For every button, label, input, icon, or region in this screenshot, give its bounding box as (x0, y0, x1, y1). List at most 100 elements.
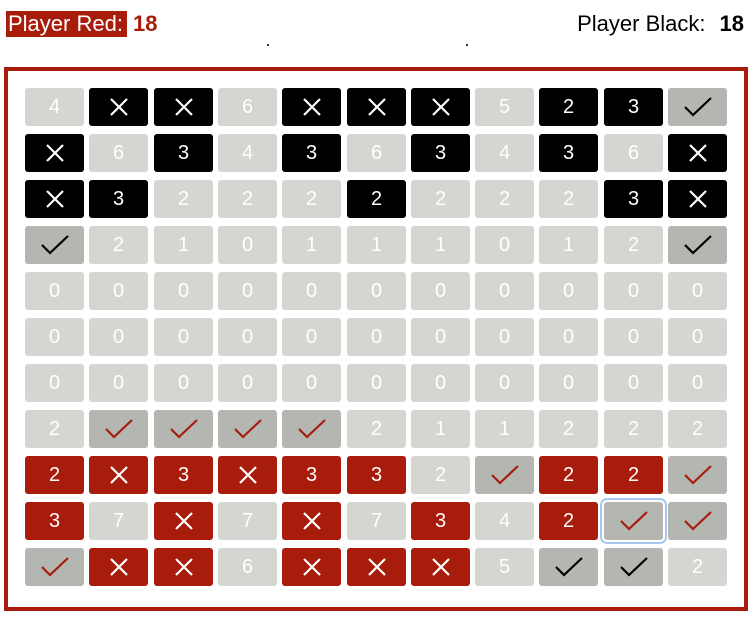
board-cell-r5-c5[interactable]: 0 (347, 318, 406, 356)
board-cell-r2-c8[interactable]: 2 (539, 180, 598, 218)
board-cell-r8-c3[interactable] (218, 456, 277, 494)
board-cell-r3-c2[interactable]: 1 (154, 226, 213, 264)
board-cell-r3-c5[interactable]: 1 (347, 226, 406, 264)
board-cell-r10-c1[interactable] (89, 548, 148, 586)
board-cell-r10-c9[interactable] (604, 548, 663, 586)
board-cell-r6-c4[interactable]: 0 (282, 364, 341, 402)
board-cell-r5-c10[interactable]: 0 (668, 318, 727, 356)
board-cell-r9-c8[interactable]: 2 (539, 502, 598, 540)
board-cell-r1-c5[interactable]: 6 (347, 134, 406, 172)
board-cell-r5-c9[interactable]: 0 (604, 318, 663, 356)
board-cell-r7-c7[interactable]: 1 (475, 410, 534, 448)
board-cell-r3-c4[interactable]: 1 (282, 226, 341, 264)
board-cell-r2-c10[interactable] (668, 180, 727, 218)
board-cell-r2-c9[interactable]: 3 (604, 180, 663, 218)
board-cell-r3-c6[interactable]: 1 (411, 226, 470, 264)
board-cell-r0-c3[interactable]: 6 (218, 88, 277, 126)
board-cell-r5-c4[interactable]: 0 (282, 318, 341, 356)
board-cell-r3-c0[interactable] (25, 226, 84, 264)
board-cell-r1-c8[interactable]: 3 (539, 134, 598, 172)
board-cell-r1-c3[interactable]: 4 (218, 134, 277, 172)
board-cell-r2-c0[interactable] (25, 180, 84, 218)
board-cell-r9-c9[interactable] (600, 498, 667, 544)
board-cell-r8-c6[interactable]: 2 (411, 456, 470, 494)
board-cell-r0-c9[interactable]: 3 (604, 88, 663, 126)
board-cell-r10-c8[interactable] (539, 548, 598, 586)
board-cell-r9-c10[interactable] (668, 502, 727, 540)
board-cell-r7-c3[interactable] (218, 410, 277, 448)
board-cell-r4-c3[interactable]: 0 (218, 272, 277, 310)
board-cell-r9-c5[interactable]: 7 (347, 502, 406, 540)
board-cell-r3-c1[interactable]: 2 (89, 226, 148, 264)
board-cell-r1-c4[interactable]: 3 (282, 134, 341, 172)
board-cell-r6-c8[interactable]: 0 (539, 364, 598, 402)
board-cell-r7-c4[interactable] (282, 410, 341, 448)
board-cell-r3-c10[interactable] (668, 226, 727, 264)
board-cell-r8-c7[interactable] (475, 456, 534, 494)
board-cell-r10-c0[interactable] (25, 548, 84, 586)
board-cell-r3-c9[interactable]: 2 (604, 226, 663, 264)
board-cell-r1-c1[interactable]: 6 (89, 134, 148, 172)
board-cell-r4-c2[interactable]: 0 (154, 272, 213, 310)
board-cell-r8-c2[interactable]: 3 (154, 456, 213, 494)
board-cell-r6-c7[interactable]: 0 (475, 364, 534, 402)
board-cell-r8-c0[interactable]: 2 (25, 456, 84, 494)
board-cell-r5-c8[interactable]: 0 (539, 318, 598, 356)
board-cell-r2-c3[interactable]: 2 (218, 180, 277, 218)
board-cell-r6-c6[interactable]: 0 (411, 364, 470, 402)
board-cell-r4-c0[interactable]: 0 (25, 272, 84, 310)
board-cell-r2-c7[interactable]: 2 (475, 180, 534, 218)
board-cell-r6-c5[interactable]: 0 (347, 364, 406, 402)
board-cell-r7-c8[interactable]: 2 (539, 410, 598, 448)
board-cell-r9-c4[interactable] (282, 502, 341, 540)
board-cell-r4-c9[interactable]: 0 (604, 272, 663, 310)
board-cell-r5-c6[interactable]: 0 (411, 318, 470, 356)
board-cell-r0-c0[interactable]: 4 (25, 88, 84, 126)
board-cell-r8-c10[interactable] (668, 456, 727, 494)
board-cell-r5-c1[interactable]: 0 (89, 318, 148, 356)
board-cell-r1-c6[interactable]: 3 (411, 134, 470, 172)
board-cell-r9-c0[interactable]: 3 (25, 502, 84, 540)
board-cell-r10-c4[interactable] (282, 548, 341, 586)
board-cell-r0-c6[interactable] (411, 88, 470, 126)
board-cell-r5-c2[interactable]: 0 (154, 318, 213, 356)
board-cell-r4-c8[interactable]: 0 (539, 272, 598, 310)
board-cell-r2-c4[interactable]: 2 (282, 180, 341, 218)
board-cell-r6-c3[interactable]: 0 (218, 364, 277, 402)
board-cell-r1-c9[interactable]: 6 (604, 134, 663, 172)
board-cell-r9-c7[interactable]: 4 (475, 502, 534, 540)
board-cell-r3-c7[interactable]: 0 (475, 226, 534, 264)
board-cell-r1-c2[interactable]: 3 (154, 134, 213, 172)
board-cell-r5-c0[interactable]: 0 (25, 318, 84, 356)
board-cell-r8-c1[interactable] (89, 456, 148, 494)
board-cell-r0-c7[interactable]: 5 (475, 88, 534, 126)
board-cell-r2-c2[interactable]: 2 (154, 180, 213, 218)
board-cell-r4-c1[interactable]: 0 (89, 272, 148, 310)
board-cell-r2-c6[interactable]: 2 (411, 180, 470, 218)
board-cell-r7-c9[interactable]: 2 (604, 410, 663, 448)
board-cell-r1-c7[interactable]: 4 (475, 134, 534, 172)
board-cell-r3-c3[interactable]: 0 (218, 226, 277, 264)
board-cell-r0-c10[interactable] (668, 88, 727, 126)
board-cell-r8-c8[interactable]: 2 (539, 456, 598, 494)
board-cell-r10-c10[interactable]: 2 (668, 548, 727, 586)
board-cell-r1-c0[interactable] (25, 134, 84, 172)
board-cell-r7-c6[interactable]: 1 (411, 410, 470, 448)
board-cell-r7-c0[interactable]: 2 (25, 410, 84, 448)
board-cell-r9-c1[interactable]: 7 (89, 502, 148, 540)
board-cell-r2-c1[interactable]: 3 (89, 180, 148, 218)
board-cell-r4-c4[interactable]: 0 (282, 272, 341, 310)
board-cell-r1-c10[interactable] (668, 134, 727, 172)
board-cell-r6-c10[interactable]: 0 (668, 364, 727, 402)
board-cell-r0-c2[interactable] (154, 88, 213, 126)
board-cell-r6-c0[interactable]: 0 (25, 364, 84, 402)
board-cell-r10-c2[interactable] (154, 548, 213, 586)
board-cell-r0-c5[interactable] (347, 88, 406, 126)
board-cell-r2-c5[interactable]: 2 (347, 180, 406, 218)
board-cell-r10-c3[interactable]: 6 (218, 548, 277, 586)
board-cell-r7-c5[interactable]: 2 (347, 410, 406, 448)
board-cell-r8-c5[interactable]: 3 (347, 456, 406, 494)
board-cell-r4-c5[interactable]: 0 (347, 272, 406, 310)
board-cell-r10-c6[interactable] (411, 548, 470, 586)
board-cell-r7-c2[interactable] (154, 410, 213, 448)
